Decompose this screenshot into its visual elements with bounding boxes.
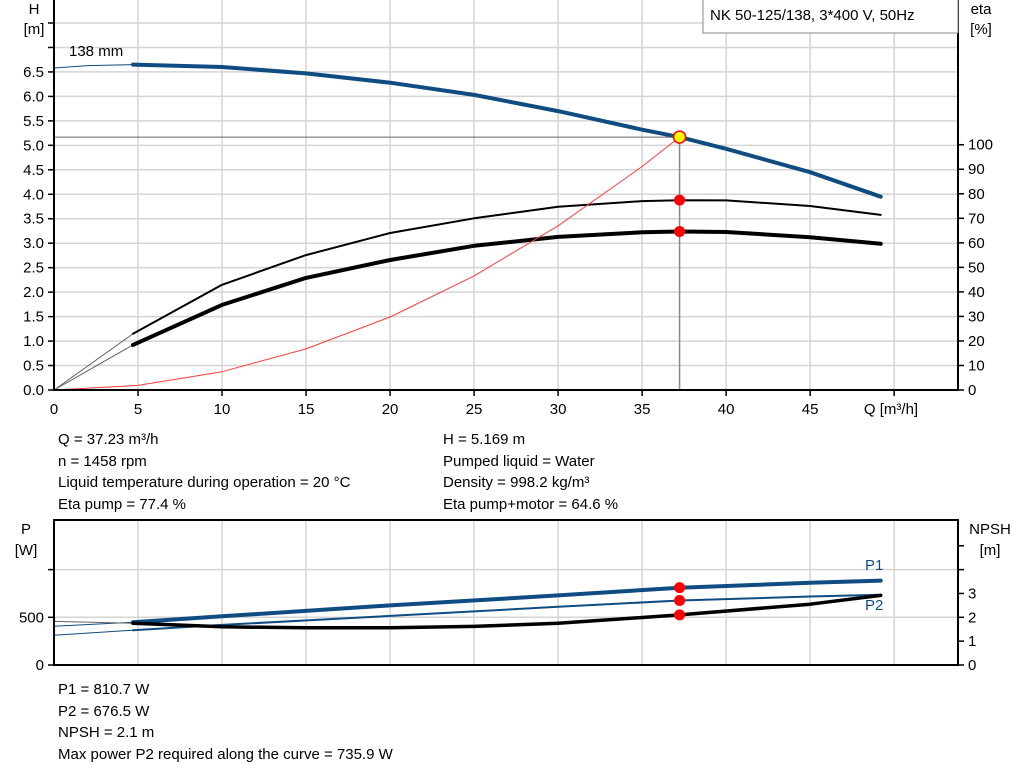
info-p1: P1 = 810.7 W [58,681,150,698]
y-left-tick-label: 5.0 [23,137,44,154]
y-right-tick-label: 50 [968,259,985,276]
x-tick-label: 20 [382,401,399,418]
x-tick-label: 45 [802,401,819,418]
y-left-label-top-2: [m] [24,21,45,38]
y-left-tick-label: 4.0 [23,186,44,203]
info-top-left: Q = 37.23 m³/h n = 1458 rpm Liquid tempe… [58,429,350,515]
y-left-tick-label: 0.5 [23,358,44,375]
axis-frame-top [53,0,959,391]
y-left-tick-label-bottom: 0 [36,657,44,674]
x-tick-label: 35 [634,401,651,418]
grid-bottom [54,520,958,665]
y-right-tick-label: 80 [968,186,985,203]
y-right-label-top-2: [%] [970,21,992,38]
system-curve-curve [53,136,681,391]
eta-pump-motor-curve [131,229,883,347]
info-eta-pump: Eta pump = 77.4 % [58,495,186,513]
npsh-curve [131,593,883,630]
p2-curve [132,593,882,632]
info-max-p2: Max power P2 required along the curve = … [58,745,393,763]
y-left-tick-label: 6.0 [23,88,44,105]
y-right-tick-label: 30 [968,308,985,325]
p2-point [674,594,686,606]
info-liquid: Pumped liquid = Water [443,452,595,470]
operating-point-marker [672,130,687,144]
npsh-point [674,609,686,621]
grid-top [54,0,958,390]
p1-series-label: P1 [865,557,883,574]
x-axis-label: Q [m³/h] [864,401,918,418]
x-tick-label: 0 [50,401,58,418]
head-curve [131,62,883,199]
info-bottom: P1 = 810.7 W P2 = 676.5 W NPSH = 2.1 m M… [58,679,393,765]
info-eta-pump-motor: Eta pump+motor = 64.6 % [443,495,619,513]
x-tick-label: 5 [134,401,142,418]
p1-point [674,582,686,594]
info-p2: P2 = 676.5 W [58,702,150,720]
info-npsh: NPSH = 2.1 m [58,724,155,741]
eta-pump-point [674,194,686,206]
y-left-tick-label: 1.5 [23,309,44,326]
x-tick-label: 15 [298,401,315,418]
head-curve-extension [53,64,134,69]
p2-series-label: P2 [865,597,883,614]
p2-curve-extension [53,629,134,636]
y-left-tick-label: 1.0 [23,333,44,350]
info-flow: Q = 37.23 m³/h [58,431,159,448]
y-right-tick-label-bottom: 1 [968,633,976,650]
y-right-tick-label: 90 [968,161,985,178]
y-right-tick-label: 60 [968,235,985,252]
p1-curve [131,578,883,625]
eta-pump-curve [132,199,882,335]
y-left-label-top-1: H [29,1,40,18]
y-left-tick-label: 6.5 [23,64,44,81]
y-left-label-bottom-2: [W] [15,542,38,559]
y-right-tick-label: 70 [968,210,985,227]
info-speed: n = 1458 rpm [58,452,147,470]
y-right-tick-label-bottom: 2 [968,609,976,626]
tick-labels: 0 5 10 15 20 25 30 35 40 450.00.51.01.52.02.53.03… [19,64,993,674]
x-tick-label: 30 [550,401,567,418]
info-temperature: Liquid temperature during operation = 20… [58,474,351,491]
eta-pump-motor-point [674,226,686,238]
axis-frame-bottom [53,519,959,666]
y-right-tick-label-bottom: 3 [968,585,976,602]
eta-pump-curve-extension [53,333,134,391]
info-density: Density = 998.2 kg/m³ [443,474,590,491]
x-tick-label: 25 [466,401,483,418]
npsh-curve-extension [53,620,134,624]
y-right-tick-label-bottom: 0 [968,657,976,674]
y-right-tick-label: 0 [968,382,976,399]
y-left-tick-label: 2.0 [23,284,44,301]
y-right-tick-label: 20 [968,333,985,350]
info-head: H = 5.169 m [443,431,526,448]
y-right-label-bottom-2: [m] [980,542,1001,559]
y-left-tick-label-bottom: 500 [19,609,44,626]
y-left-tick-label: 2.5 [23,260,44,277]
axes [48,0,964,666]
y-left-tick-label: 3.5 [23,211,44,228]
title-box [702,0,959,34]
y-right-tick-label: 10 [968,357,985,374]
y-right-label-bottom-1: NPSH [969,521,1011,538]
curve-diameter-label: 138 mm [69,43,123,60]
info-top-right: H = 5.169 m Pumped liquid = Water Densit… [443,429,618,515]
y-left-tick-label: 3.0 [23,235,44,252]
y-right-tick-label: 40 [968,284,985,301]
y-right-label-top-1: eta [971,1,993,18]
y-left-tick-label: 0.0 [23,382,44,399]
y-right-tick-label: 100 [968,137,993,154]
y-left-tick-label: 4.5 [23,162,44,179]
x-tick-label: 10 [214,401,231,418]
y-left-label-bottom-1: P [21,521,31,538]
y-left-tick-label: 5.5 [23,113,44,130]
chart-title: NK 50-125/138, 3*400 V, 50Hz [710,7,915,24]
curves [53,62,883,636]
x-tick-label: 40 [718,401,735,418]
eta-pump-motor-curve-extension [53,344,134,391]
